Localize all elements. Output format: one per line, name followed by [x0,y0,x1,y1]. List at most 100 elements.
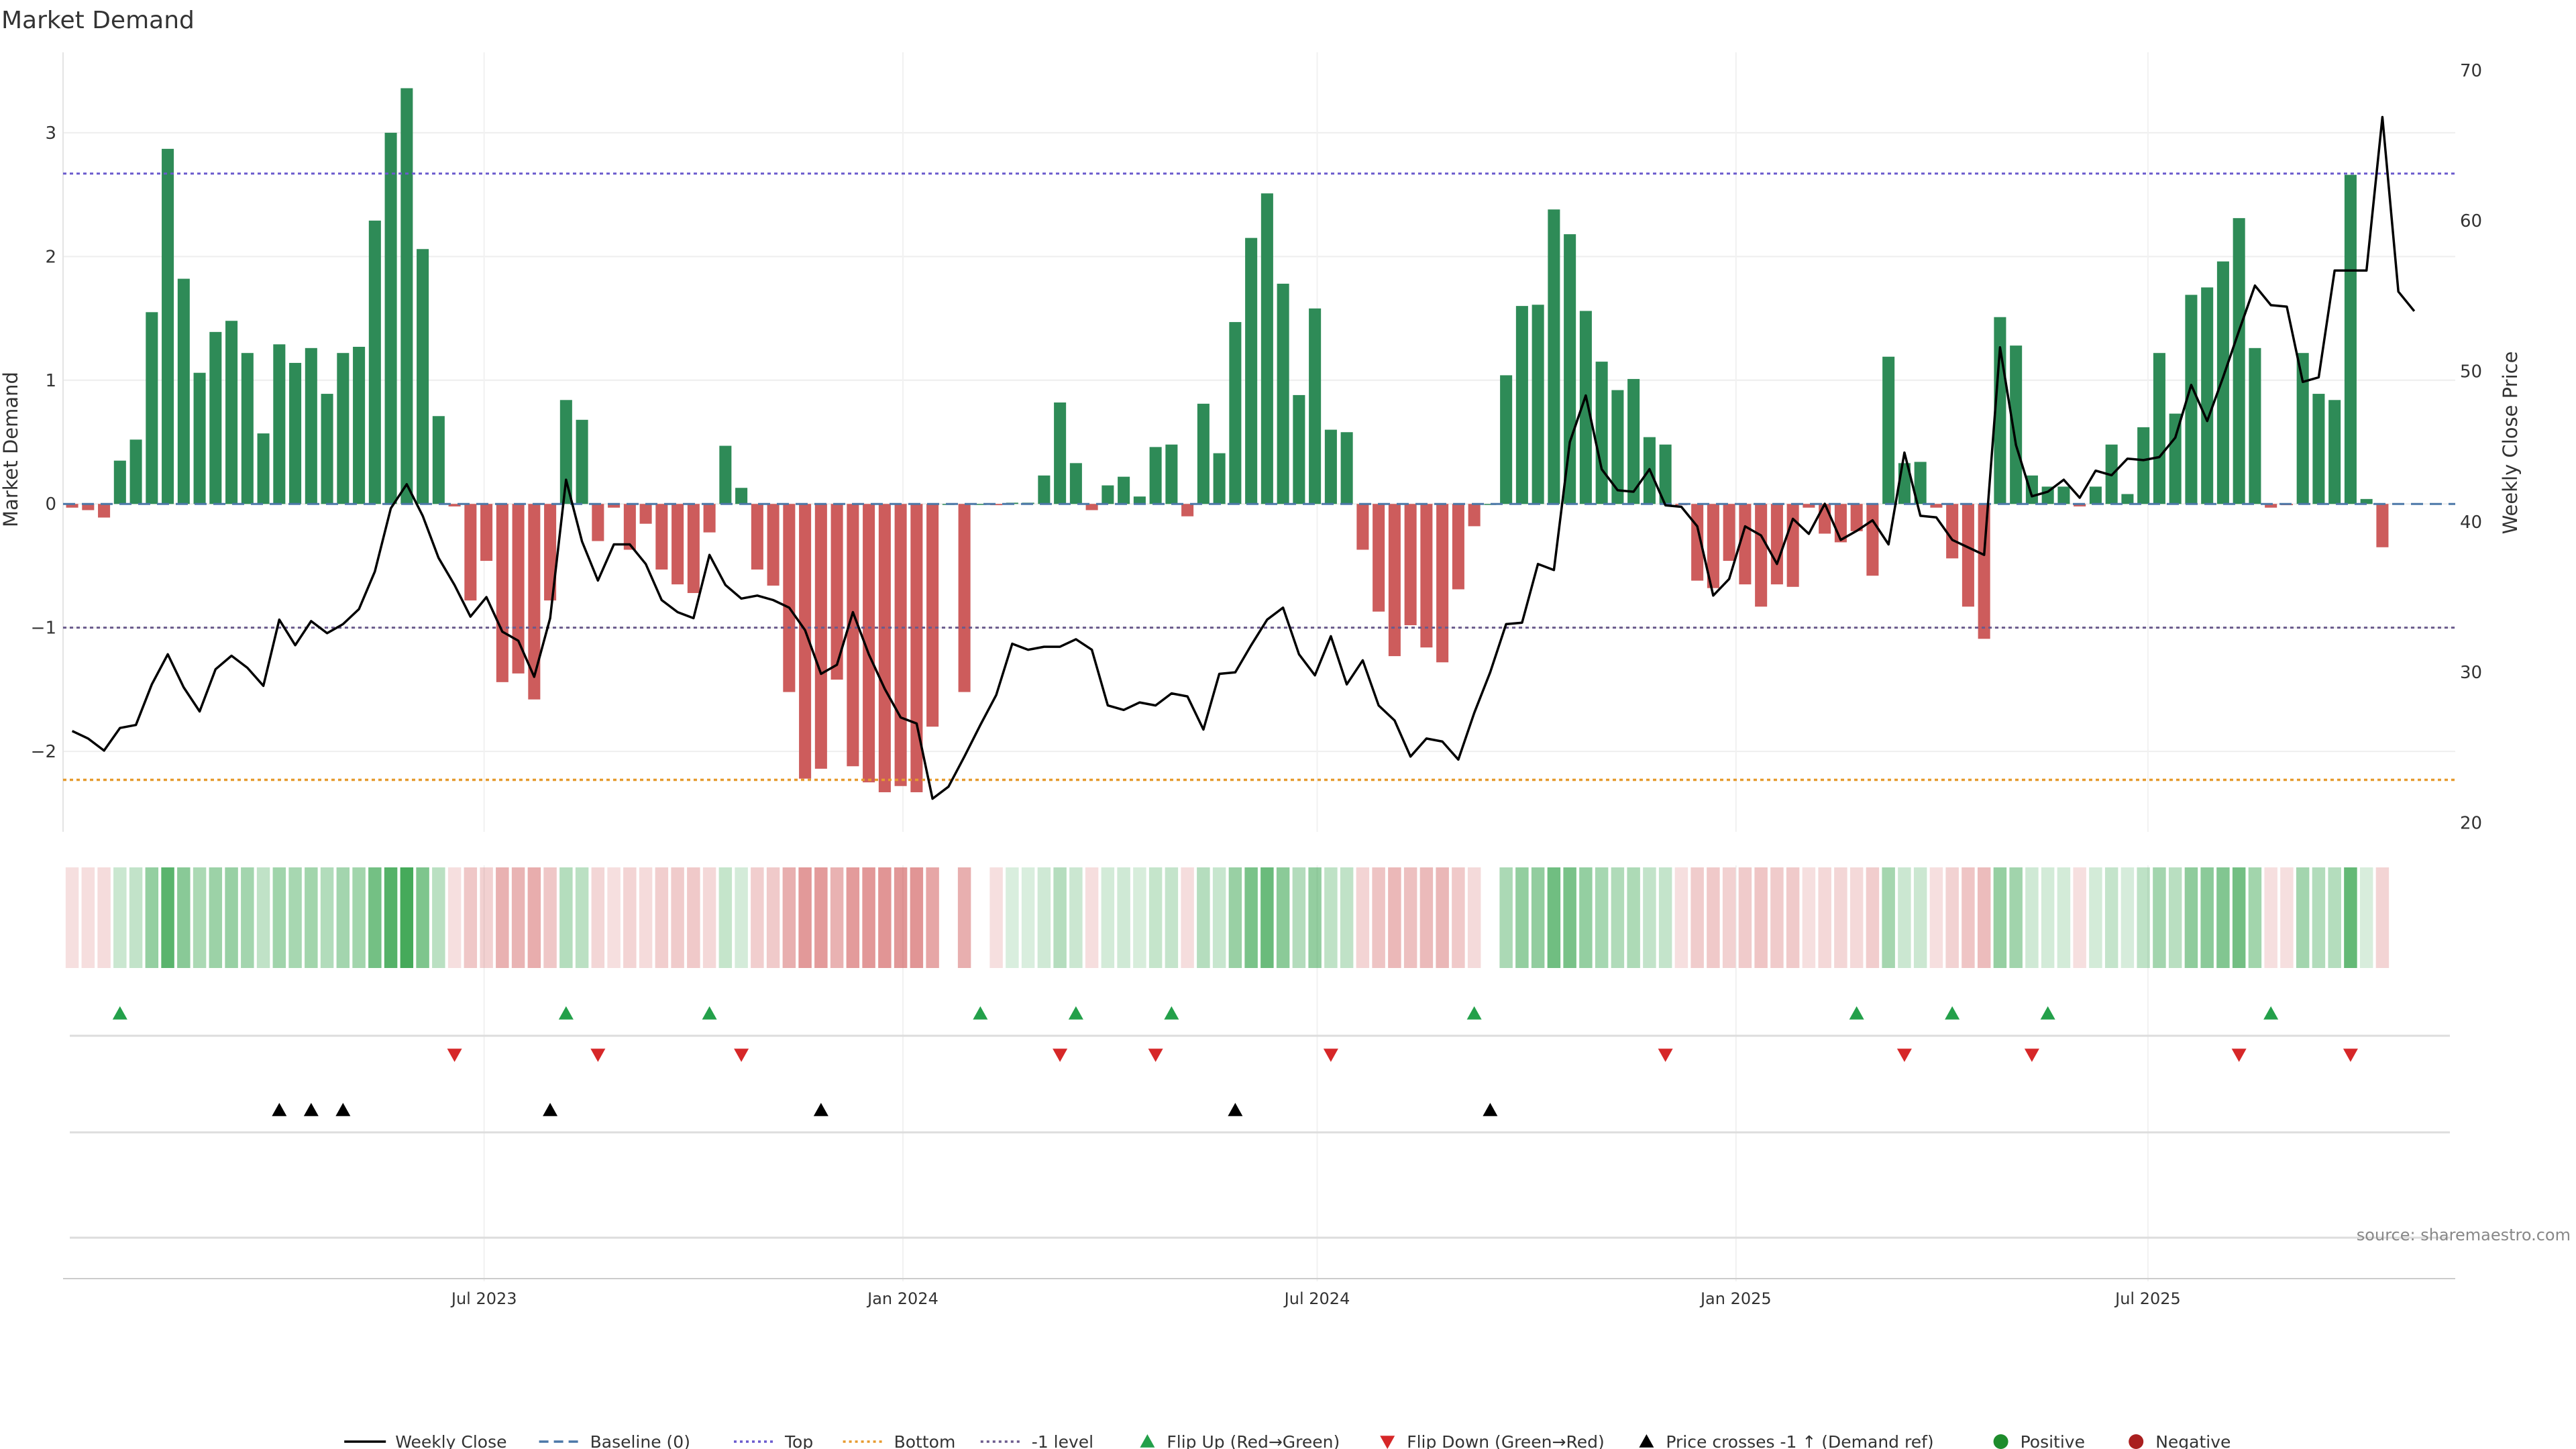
heat-cell [447,867,462,968]
heat-cell [1770,867,1784,968]
heat-cell [1818,867,1831,968]
demand-bar [1739,504,1752,585]
demand-bar [1149,447,1162,504]
heat-cell [2232,867,2246,968]
demand-bar [1054,402,1067,504]
flip-down-marker [1658,1049,1673,1062]
demand-bar [1564,234,1576,504]
heat-cell [575,867,589,968]
heat-cell [2073,867,2086,968]
demand-bar [1069,463,1082,504]
heat-cell [1595,867,1609,968]
heat-cell [1977,867,1991,968]
flip-up-marker [1945,1006,1960,1020]
heat-cell [1372,867,1385,968]
demand-bar [1866,504,1879,576]
demand-bar [576,419,588,504]
heat-cell [209,867,223,968]
heat-cell [2057,867,2071,968]
demand-bar [177,278,190,504]
heat-cell [2104,867,2118,968]
demand-bar [1770,504,1783,585]
demand-bar [559,400,572,504]
cross-up-marker [543,1103,558,1116]
demand-bar [496,504,508,682]
demand-bar [2201,287,2214,504]
heat-cell [782,867,796,968]
demand-bar [1468,504,1481,527]
demand-bar [321,394,333,504]
legend-item: Flip Up (Red→Green) [1140,1432,1340,1449]
heat-cell [1627,867,1640,968]
demand-bar [2057,486,2070,504]
heat-cell [1929,867,1943,968]
demand-bar [1819,504,1831,534]
heat-cell [1037,867,1051,968]
demand-bar [1165,444,1178,504]
demand-bar [1388,504,1401,657]
chart-title: Market Demand [1,7,195,34]
demand-bar [1260,193,1273,504]
demand-bar [1420,504,1433,648]
legend: Weekly Close Baseline (0) Top Bottom -1 leve… [344,1432,2231,1449]
demand-bar [225,321,238,504]
demand-bar [2296,353,2309,504]
heat-cell [846,867,860,968]
heat-cell [97,867,111,968]
demand-bar [990,504,1003,506]
demand-bar [1786,504,1799,587]
demand-bar [2233,218,2245,504]
demand-bar [1324,429,1337,504]
heat-cell [1340,867,1354,968]
demand-bar [1181,504,1194,517]
heat-cell [1467,867,1481,968]
heat-cell [591,867,605,968]
demand-bar [2010,345,2023,504]
event-marker-rows [70,1006,2450,1239]
demand-bar [305,347,317,504]
demand-bar [847,504,859,767]
demand-bar [655,504,668,570]
demand-bar [2376,504,2389,547]
heat-cell [2328,867,2341,968]
heat-cell [1962,867,1975,968]
heat-cell [2137,867,2150,968]
demand-bar [639,504,652,524]
demand-bar [2153,353,2165,504]
heat-cell [511,867,525,968]
legend-label: Baseline (0) [590,1432,690,1449]
heat-cell [432,867,445,968]
heat-cell [671,867,684,968]
demand-bar [162,148,174,504]
heat-cell [1993,867,2007,968]
demand-bar [974,504,987,505]
time-axis: Jul 2023 Jan 2024 Jul 2024 Jan 2025 Jul 2025 [63,1278,2455,1308]
heat-cell [623,867,637,968]
price-axis-ticks: 20 30 40 50 60 70 [2460,61,2482,834]
demand-bar [1548,209,1560,504]
y2-tick-label: 50 [2460,362,2482,382]
y2-tick-label: 60 [2460,211,2482,231]
demand-bar [1659,444,1672,504]
legend-label: Bottom [894,1432,956,1449]
legend-swatch [1140,1434,1155,1448]
demand-bar [1515,306,1528,504]
heat-cell [2216,867,2230,968]
heat-cell [910,867,924,968]
heat-cell [1181,867,1194,968]
legend-label: Top [784,1432,813,1449]
heat-cell [735,867,748,968]
heat-cell [1228,867,1242,968]
heat-cell [384,867,398,968]
heat-cell [1882,867,1895,968]
legend-item: Bottom [843,1432,956,1449]
flip-down-marker [2343,1049,2358,1062]
heat-cell [400,867,414,968]
heat-cell [814,867,828,968]
demand-bar [1850,504,1863,531]
heat-cell [1260,867,1274,968]
y-tick-label: −2 [31,742,56,762]
heat-cell [305,867,318,968]
cross-up-marker [272,1103,287,1116]
heat-cell [1690,867,1704,968]
